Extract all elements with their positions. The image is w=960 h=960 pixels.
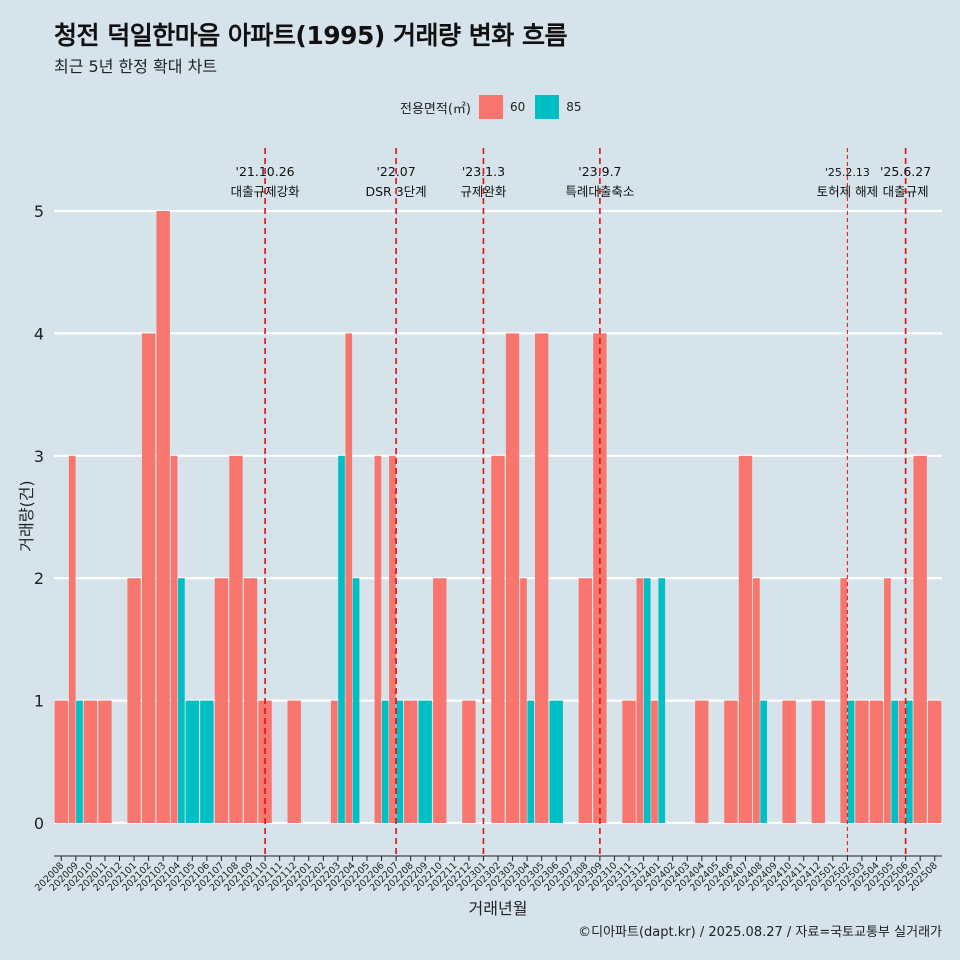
bar-60 <box>898 700 906 823</box>
bar-85 <box>76 700 83 823</box>
y-tick-label: 3 <box>34 447 44 466</box>
source-caption: ©디아파트(dapt.kr) / 2025.08.27 / 자료=국토교통부 실… <box>578 925 942 940</box>
bar-60 <box>83 700 98 823</box>
y-tick-label: 1 <box>34 692 44 711</box>
bar-85 <box>527 700 535 823</box>
bar-60 <box>170 455 178 823</box>
bar-85 <box>352 578 360 823</box>
y-axis: 0 1 2 3 4 5 <box>34 202 44 833</box>
bar-60 <box>403 700 418 823</box>
bar-60 <box>534 333 549 823</box>
bar-85 <box>847 700 855 823</box>
bar-60 <box>869 700 884 823</box>
bar-85 <box>200 700 214 823</box>
bar-60 <box>433 578 447 823</box>
bar-85 <box>418 700 432 823</box>
bar-85 <box>760 700 768 823</box>
legend-title: 전용면적(㎡) <box>400 101 471 117</box>
event-date: '23.1.3 <box>462 164 505 179</box>
event-label: 규제완화 <box>460 184 507 199</box>
event-label: 특례대출축소 <box>565 184 634 199</box>
legend-swatch-85 <box>535 95 560 119</box>
bar-60 <box>54 700 68 823</box>
x-axis-label: 거래년월 <box>469 899 528 918</box>
bar-85 <box>185 700 199 823</box>
x-axis: 2020082020092020102020112020122021012021… <box>33 855 942 894</box>
y-tick-label: 2 <box>34 569 44 588</box>
legend: 전용면적(㎡) 60 85 <box>400 93 592 121</box>
y-tick-label: 0 <box>34 814 44 833</box>
bar-60 <box>651 700 658 823</box>
bar-60 <box>229 455 243 823</box>
bar-60 <box>840 578 848 823</box>
bar-60 <box>738 455 753 823</box>
event-lines: '21.10.26 대출규제강화 '22.07 DSR 3단계 '23.1.3 규제완화 '… <box>231 148 931 856</box>
bar-60 <box>855 700 869 823</box>
bar-85 <box>338 455 345 823</box>
bar-60 <box>214 578 229 823</box>
bar-60 <box>578 578 593 823</box>
bar-60 <box>695 700 709 823</box>
bar-60 <box>156 211 170 823</box>
bar-60 <box>287 700 301 823</box>
bar-85 <box>905 700 913 823</box>
bar-60 <box>68 455 76 823</box>
event-date: '25.6.27 <box>880 164 931 179</box>
bar-60 <box>928 700 942 823</box>
y-tick-label: 5 <box>34 202 44 221</box>
bar-85 <box>643 578 651 823</box>
event-date: '22.07 <box>376 164 415 179</box>
bar-85 <box>178 578 185 823</box>
bar-60 <box>127 578 141 823</box>
bar-60 <box>913 455 927 823</box>
bar-85 <box>549 700 563 823</box>
bar-60 <box>345 333 353 823</box>
y-tick-label: 4 <box>34 324 44 343</box>
bar-60 <box>462 700 476 823</box>
bar-85 <box>658 578 666 823</box>
bar-60 <box>884 578 891 823</box>
bar-60 <box>330 700 338 823</box>
event-date: '23.9.7 <box>578 164 621 179</box>
bar-60 <box>724 700 738 823</box>
bar-60 <box>782 700 796 823</box>
bar-60 <box>636 578 644 823</box>
legend-label-60: 60 <box>509 100 526 114</box>
event-label: DSR 3단계 <box>366 184 427 199</box>
bar-60 <box>505 333 520 823</box>
bar-60 <box>491 455 505 823</box>
bar-60 <box>811 700 825 823</box>
bar-60 <box>622 700 636 823</box>
bar-60 <box>753 578 760 823</box>
bar-60 <box>374 455 382 823</box>
chart-subtitle: 최근 5년 한정 확대 차트 <box>54 57 218 76</box>
bar-85 <box>396 700 404 823</box>
legend-label-85: 85 <box>566 100 582 114</box>
chart-title: 청전 덕일한마음 아파트(1995) 거래량 변화 흐름 <box>54 21 567 50</box>
bar-85 <box>891 700 899 823</box>
event-date: '25.2.13 <box>825 166 870 179</box>
legend-swatch-60 <box>478 95 503 119</box>
bar-60 <box>141 333 156 823</box>
event-date: '21.10.26 <box>236 164 295 179</box>
bar-60 <box>98 700 112 823</box>
y-axis-label: 거래량(건) <box>17 480 36 551</box>
bar-85 <box>381 700 389 823</box>
event-label: 대출규제강화 <box>231 184 301 199</box>
bars <box>54 211 942 823</box>
bar-60 <box>389 455 396 823</box>
event-label: 대출규제 <box>883 184 929 199</box>
bar-60 <box>243 578 258 823</box>
bar-60 <box>520 578 527 823</box>
event-label: 토허제 해제 <box>817 184 878 199</box>
